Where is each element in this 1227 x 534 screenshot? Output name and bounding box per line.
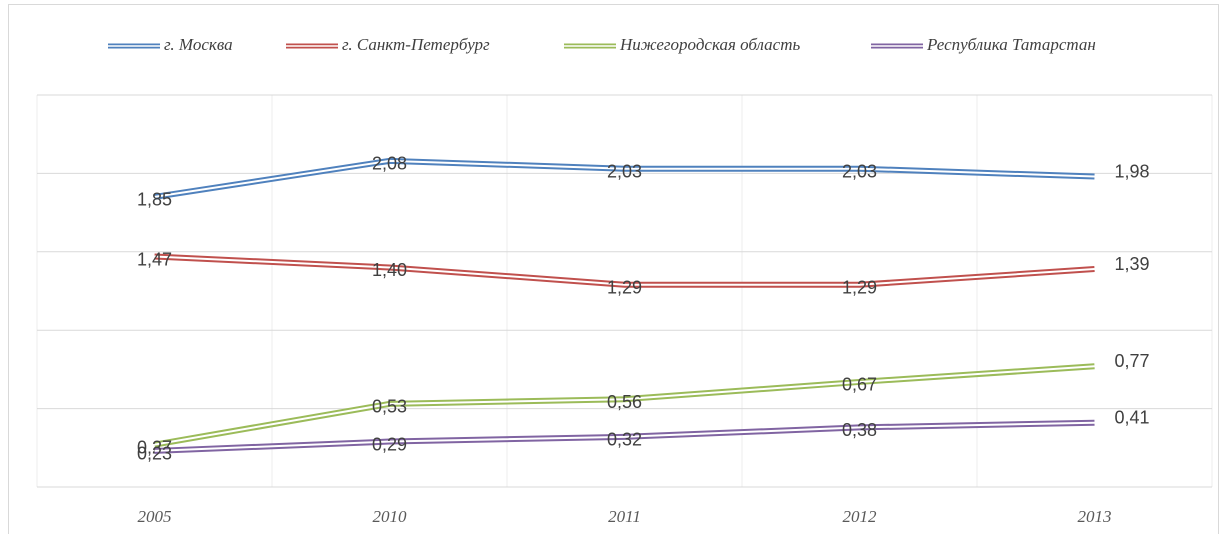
data-label: 0,77 [1115, 351, 1150, 371]
data-label: 0,41 [1115, 407, 1150, 427]
x-tick-label: 2010 [373, 507, 408, 526]
series-line-inner [154, 255, 1095, 286]
data-label: 0,53 [372, 397, 407, 417]
data-label: 1,47 [137, 249, 172, 269]
data-label: 2,08 [372, 154, 407, 174]
data-label: 1,40 [372, 260, 407, 280]
x-tick-label: 2013 [1078, 507, 1112, 526]
series-line-inner [154, 365, 1095, 446]
data-label: 1,39 [1115, 254, 1150, 274]
series-line-inner [154, 159, 1095, 198]
data-label: 2,03 [607, 161, 642, 181]
legend-label: Республика Татарстан [926, 35, 1096, 54]
data-label: 1,29 [842, 277, 877, 297]
data-label: 0,56 [607, 392, 642, 412]
x-tick-label: 2011 [608, 507, 641, 526]
x-tick-label: 2005 [138, 507, 172, 526]
series-line-inner [154, 421, 1095, 452]
chart-border [8, 4, 1219, 534]
x-tick-label: 2012 [843, 507, 878, 526]
data-label: 0,38 [842, 420, 877, 440]
data-label: 0,67 [842, 375, 877, 395]
data-label: 1,29 [607, 277, 642, 297]
legend-label: Нижегородская область [619, 35, 800, 54]
data-label: 2,03 [842, 161, 877, 181]
data-label: 0,23 [137, 444, 172, 464]
legend-label: г. Санкт-Петербург [342, 35, 490, 54]
data-label: 1,98 [1115, 161, 1150, 181]
data-label: 1,85 [137, 190, 172, 210]
legend-label: г. Москва [164, 35, 233, 54]
data-label: 0,32 [607, 430, 642, 450]
data-label: 0,29 [372, 434, 407, 454]
